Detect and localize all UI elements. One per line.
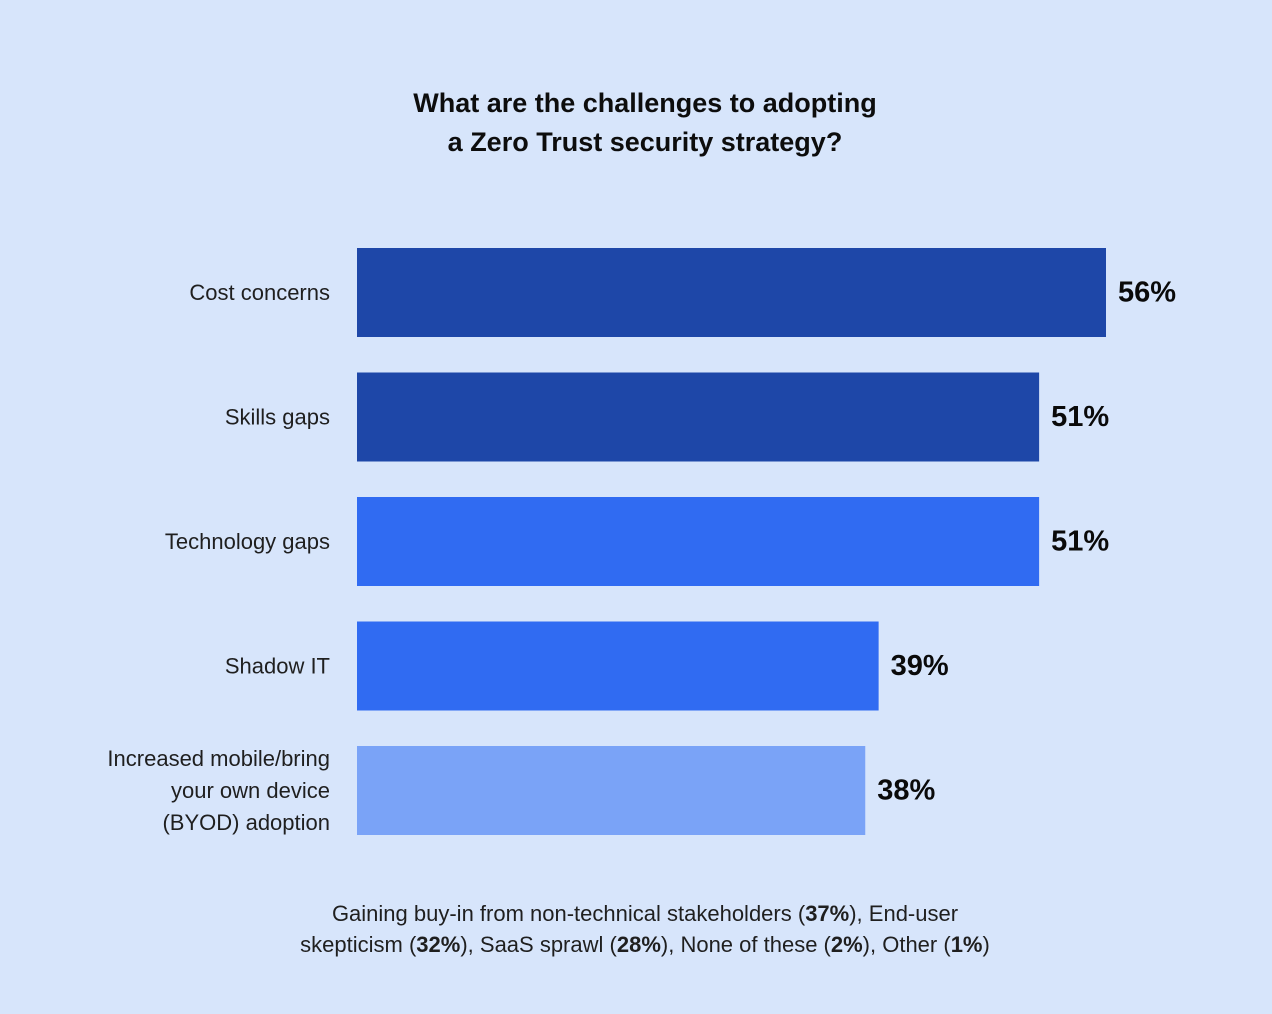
- value-label-2: 51%: [1051, 526, 1109, 558]
- category-label-1: Skills gaps: [225, 405, 330, 430]
- value-label-4: 38%: [877, 775, 935, 807]
- value-label-3: 39%: [891, 650, 949, 682]
- category-label-2: Technology gaps: [165, 529, 330, 554]
- footnote: Gaining buy-in from non-technical stakeh…: [0, 898, 1272, 960]
- value-label-0: 56%: [1118, 277, 1176, 309]
- chart-title-line-1: What are the challenges to adopting: [413, 88, 877, 118]
- category-label-3: Shadow IT: [225, 654, 330, 679]
- category-label-4: Increased mobile/bring your own device (BY…: [107, 746, 330, 835]
- bar-chart: 56% Cost concerns 51% Skills gaps 51% Technol…: [107, 248, 1176, 835]
- bar-2: [357, 497, 1040, 586]
- bar-3: [357, 621, 879, 711]
- footnote-line-1: Gaining buy-in from non-technical stakeh…: [331, 901, 959, 926]
- chart-title-line-2: a Zero Trust security strategy?: [447, 127, 843, 157]
- chart-title: What are the challenges to adopting a Ze…: [0, 84, 1272, 162]
- footnote-line-2: skepticism (32%), SaaS sprawl (28%), Non…: [300, 932, 990, 957]
- bar-1: [357, 372, 1040, 462]
- value-label-1: 51%: [1051, 401, 1109, 433]
- category-label-0: Cost concerns: [189, 280, 330, 305]
- bar-4: [357, 746, 866, 835]
- bar-0: [357, 248, 1106, 337]
